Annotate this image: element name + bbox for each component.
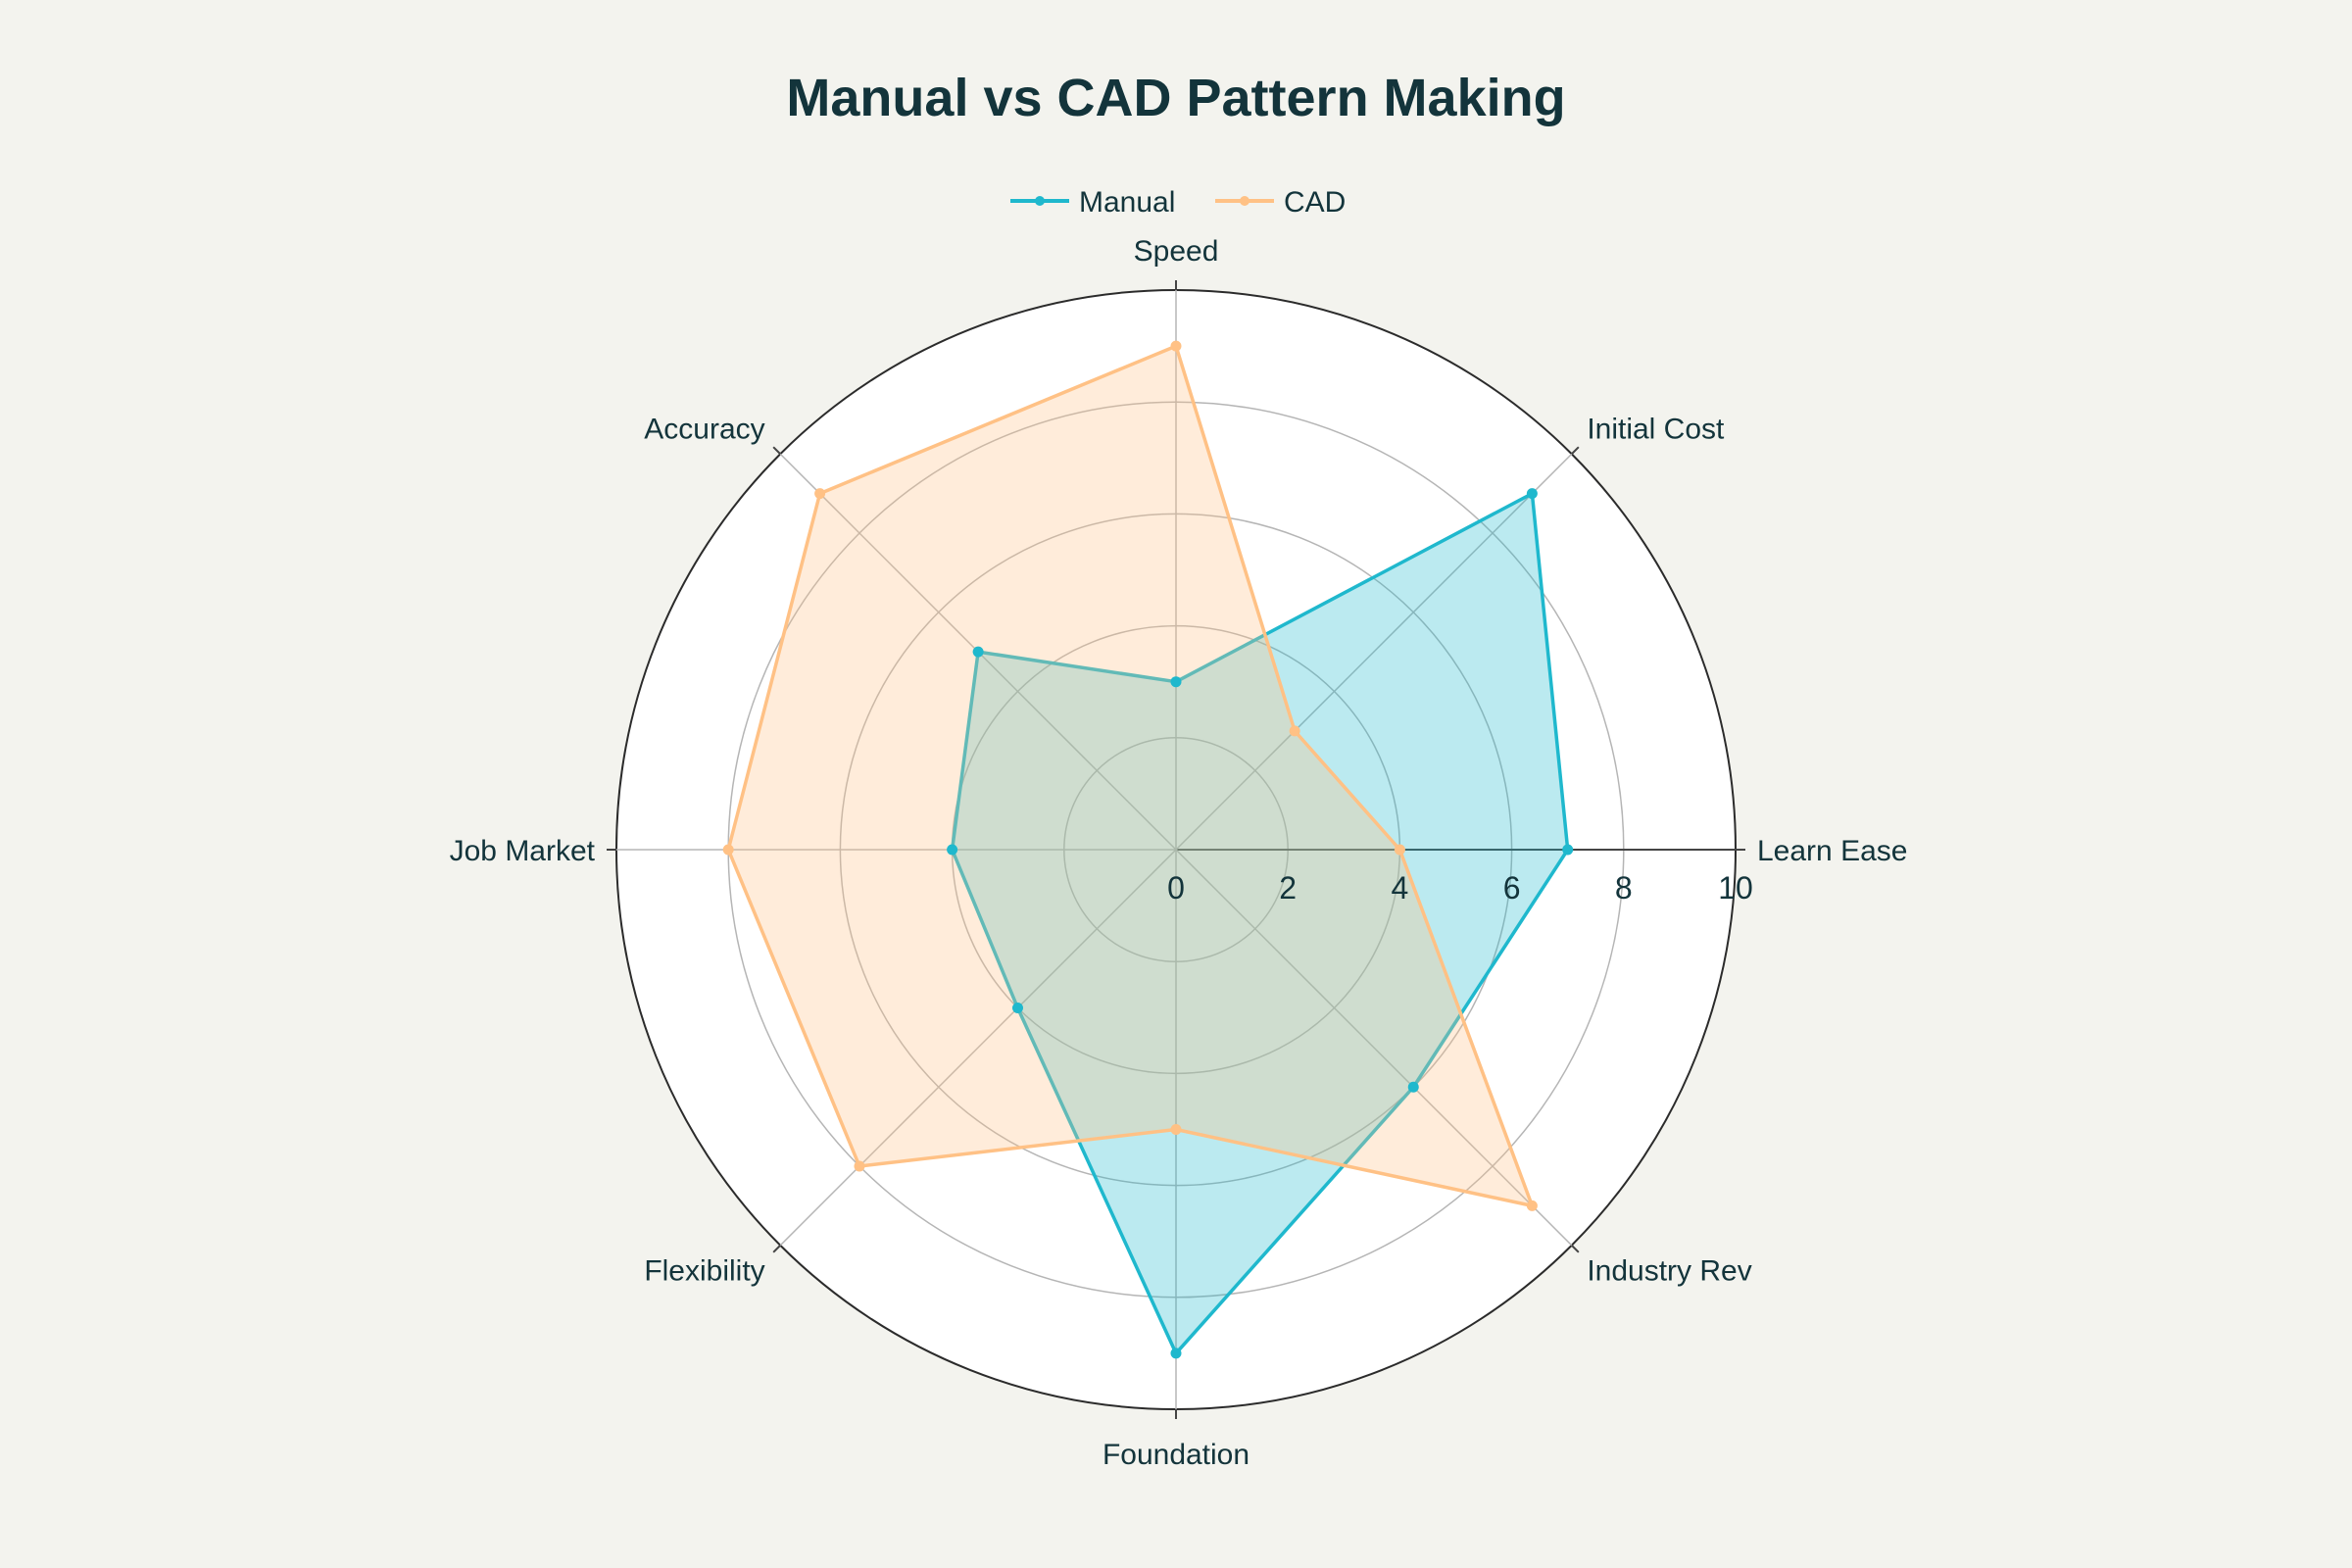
legend-label-manual: Manual <box>1079 186 1175 219</box>
category-label-speed: Speed <box>1134 235 1219 268</box>
category-label-flexibility: Flexibility <box>644 1254 764 1287</box>
point-manual-5[interactable] <box>1011 1003 1023 1014</box>
legend-item-cad[interactable]: CAD <box>1215 186 1346 219</box>
axis-tick-3 <box>772 446 781 455</box>
category-label-foundation: Foundation <box>1102 1439 1250 1471</box>
point-cad-1[interactable] <box>1289 725 1300 737</box>
legend-item-manual[interactable]: Manual <box>1010 186 1175 219</box>
point-cad-0[interactable] <box>1394 844 1405 856</box>
radial-tick-labels: 0 2 4 6 8 10 <box>1167 870 1753 906</box>
point-manual-2[interactable] <box>1170 676 1182 688</box>
legend-label-cad: CAD <box>1284 186 1346 219</box>
legend: Manual CAD <box>1010 186 1346 219</box>
category-label-industry-rev: Industry Rev <box>1587 1254 1751 1287</box>
spoke-5 <box>779 849 1177 1247</box>
category-label-accuracy: Accuracy <box>644 414 764 446</box>
radial-tick-8: 8 <box>1615 870 1633 906</box>
category-labels: Learn Ease Initial Cost Speed Accuracy Job M… <box>450 235 1908 1471</box>
spoke-1 <box>1175 453 1573 851</box>
point-cad-5[interactable] <box>854 1160 865 1172</box>
point-cad-7[interactable] <box>1526 1200 1538 1211</box>
point-cad-6[interactable] <box>1170 1124 1182 1135</box>
axis-tick-7 <box>1571 1245 1580 1253</box>
spoke-7 <box>1175 849 1573 1247</box>
axis-tick-1 <box>1571 446 1580 455</box>
legend-marker-manual <box>1035 196 1045 206</box>
series-layer <box>722 340 1574 1359</box>
point-manual-4[interactable] <box>947 844 958 856</box>
category-label-job-market: Job Market <box>450 835 596 867</box>
point-manual-1[interactable] <box>1526 488 1538 500</box>
point-manual-0[interactable] <box>1562 844 1574 856</box>
legend-marker-cad <box>1240 196 1250 206</box>
chart-title: Manual vs CAD Pattern Making <box>786 69 1565 127</box>
radial-tick-4: 4 <box>1392 870 1409 906</box>
radial-tick-0: 0 <box>1167 870 1185 906</box>
point-cad-3[interactable] <box>814 488 826 500</box>
point-manual-7[interactable] <box>1407 1081 1419 1093</box>
radial-tick-10: 10 <box>1718 870 1753 906</box>
point-cad-2[interactable] <box>1170 340 1182 352</box>
axis-tick-5 <box>772 1245 781 1253</box>
radial-tick-6: 6 <box>1503 870 1521 906</box>
category-label-learn-ease: Learn Ease <box>1757 835 1907 867</box>
point-manual-3[interactable] <box>972 646 984 658</box>
radial-tick-2: 2 <box>1279 870 1297 906</box>
point-cad-4[interactable] <box>722 844 734 856</box>
point-manual-6[interactable] <box>1170 1348 1182 1359</box>
category-label-initial-cost: Initial Cost <box>1587 414 1725 446</box>
